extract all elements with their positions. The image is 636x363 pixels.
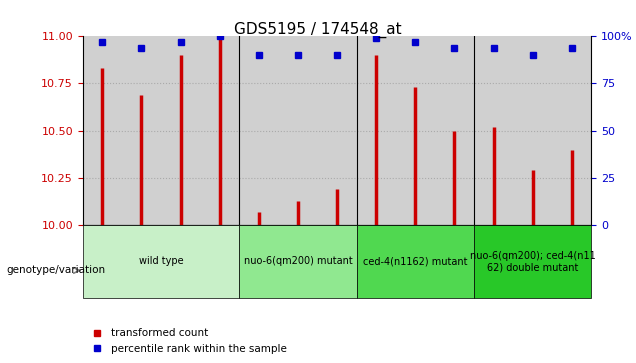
FancyBboxPatch shape [83,225,239,298]
Bar [513,36,552,225]
Bar [552,36,591,225]
Bar [279,36,317,225]
FancyBboxPatch shape [474,225,591,298]
Bar [435,36,474,225]
Bar [161,36,200,225]
Text: nuo-6(qm200) mutant: nuo-6(qm200) mutant [244,256,352,266]
Bar [239,36,279,225]
Bar [83,36,122,225]
Bar [200,36,239,225]
Legend: transformed count, percentile rank within the sample: transformed count, percentile rank withi… [88,324,291,358]
FancyBboxPatch shape [357,225,474,298]
Text: ced-4(n1162) mutant: ced-4(n1162) mutant [363,256,467,266]
Bar [357,36,396,225]
Text: GDS5195 / 174548_at: GDS5195 / 174548_at [234,22,402,38]
FancyBboxPatch shape [239,225,357,298]
Text: wild type: wild type [139,256,183,266]
Bar [317,36,357,225]
Text: genotype/variation: genotype/variation [6,265,106,276]
Bar [396,36,435,225]
Text: nuo-6(qm200); ced-4(n11
62) double mutant: nuo-6(qm200); ced-4(n11 62) double mutan… [470,250,596,272]
Bar [122,36,161,225]
Bar [474,36,513,225]
